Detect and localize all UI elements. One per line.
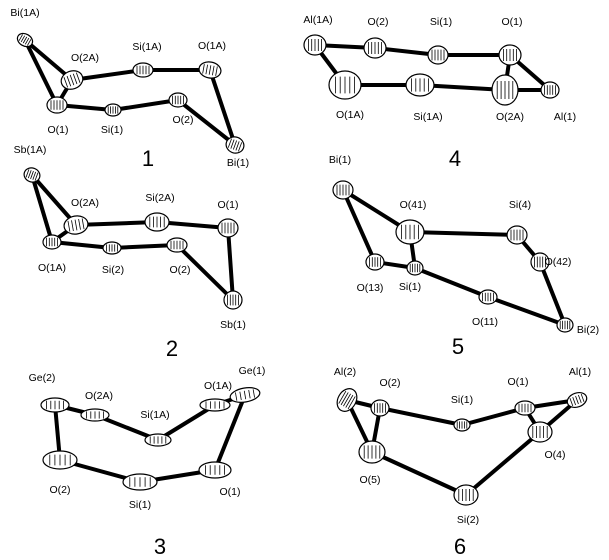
- atom-label: O(2): [50, 484, 71, 496]
- atom-label: Sb(1): [220, 319, 246, 331]
- atom-label: Al(1A): [303, 14, 332, 26]
- atom-label: Bi(2): [577, 324, 599, 336]
- atom-label: O(1): [220, 486, 241, 498]
- atom-label: Si(1): [101, 124, 123, 136]
- atom-label: O(2A): [496, 111, 524, 123]
- atom-label: O(1): [502, 16, 523, 28]
- bond: [415, 268, 488, 297]
- compound-number: 3: [154, 534, 166, 559]
- atom-label: O(1A): [198, 40, 226, 52]
- molecule-panel: Bi(1) O(41) Si(4) O(42) O(13) Si(1) O(11) Bi(2)…: [329, 154, 599, 359]
- atom-label: O(1A): [38, 262, 66, 274]
- atom-label: Ge(1): [239, 365, 266, 377]
- atom-label: Si(1A): [413, 111, 442, 123]
- atom-label: Ge(2): [29, 372, 56, 384]
- atom-label: Si(4): [509, 199, 531, 211]
- bond: [228, 228, 233, 300]
- atom-label: Bi(1): [227, 157, 249, 169]
- atom-label: Al(1): [554, 111, 576, 123]
- atom-label: Si(2A): [145, 192, 174, 204]
- atom-label: Sb(1A): [14, 144, 47, 156]
- molecule-panel: Al(1A) O(2) Si(1) O(1) O(1A) Si(1A) O(2A) Al(1)…: [303, 14, 576, 171]
- compound-number: 4: [449, 146, 461, 171]
- atom-label: O(1): [48, 124, 69, 136]
- figure: Bi(1A) O(2A) Si(1A) O(1A) O(1) Si(1) O(2) Bi(1)…: [0, 0, 609, 560]
- atom-label: O(2): [380, 377, 401, 389]
- compound-number: 5: [452, 334, 464, 359]
- atom-label: O(1A): [336, 109, 364, 121]
- compound-number: 1: [142, 146, 154, 171]
- atom-label: Si(1): [399, 281, 421, 293]
- compound-number: 2: [166, 336, 178, 361]
- atom-label: O(2A): [85, 390, 113, 402]
- atom-label: O(5): [360, 474, 381, 486]
- molecule-panel: Al(2) O(2) Si(1) O(1) Al(1) O(4) O(5) Si(2) 6: [333, 366, 591, 559]
- atom-label: O(11): [472, 316, 498, 328]
- atom-label: O(2): [173, 114, 194, 126]
- atom-label: Si(1): [430, 16, 452, 28]
- atom-label: O(2): [170, 264, 191, 276]
- atom-label: O(2A): [71, 52, 99, 64]
- atom-label: O(42): [545, 256, 572, 268]
- bond: [113, 100, 178, 110]
- bond: [380, 408, 462, 425]
- atom-label: O(1): [218, 199, 239, 211]
- atom-label: O(2): [368, 16, 389, 28]
- molecule-panel: Ge(2) O(2A) Si(1A) O(1A) Ge(1) O(2) Si(1) O(1) 3: [29, 365, 266, 559]
- atom-label: Al(2): [334, 366, 356, 378]
- atom-label: Si(2): [102, 264, 124, 276]
- molecule-panel: Sb(1A) O(2A) Si(2A) O(1) O(1A) Si(2) O(2) Sb(1)…: [14, 144, 246, 361]
- atom-label: O(4): [545, 449, 566, 461]
- bond: [466, 432, 540, 495]
- atom-label: O(41): [400, 199, 427, 211]
- bond: [25, 40, 57, 105]
- atom-label: Bi(1A): [10, 7, 39, 19]
- atom-label: Si(1A): [140, 409, 169, 421]
- atom-label: O(13): [357, 282, 384, 294]
- atom-label: Al(1): [569, 366, 591, 378]
- compound-number: 6: [454, 534, 466, 559]
- atom-label: Si(1A): [132, 41, 161, 53]
- atom-label: Si(1): [451, 394, 473, 406]
- bond: [372, 452, 466, 495]
- atom-label: Bi(1): [329, 154, 351, 166]
- atom-label: Si(2): [457, 514, 479, 526]
- atom-label: Si(1): [129, 499, 151, 511]
- atom-label: O(1A): [204, 380, 232, 392]
- bond: [410, 232, 517, 235]
- atom-label: O(1): [508, 376, 529, 388]
- atom-label: O(2A): [71, 197, 99, 209]
